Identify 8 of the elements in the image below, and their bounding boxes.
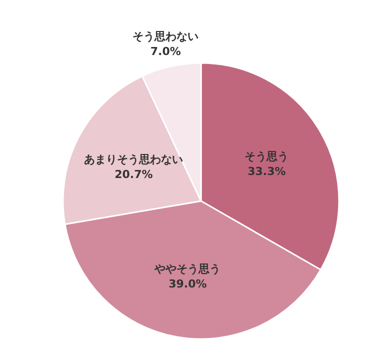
slice-label: そう思う [244, 150, 289, 163]
data-label: 7.0% [150, 44, 181, 58]
slice-label: あまりそう思わない [84, 152, 184, 166]
data-label: 39.0% [168, 278, 207, 291]
data-label: 20.7% [114, 168, 153, 181]
data-label: 33.3% [248, 164, 286, 178]
slice-label: そう思わない [132, 30, 199, 43]
slice-label: ややそう思う [154, 262, 221, 276]
